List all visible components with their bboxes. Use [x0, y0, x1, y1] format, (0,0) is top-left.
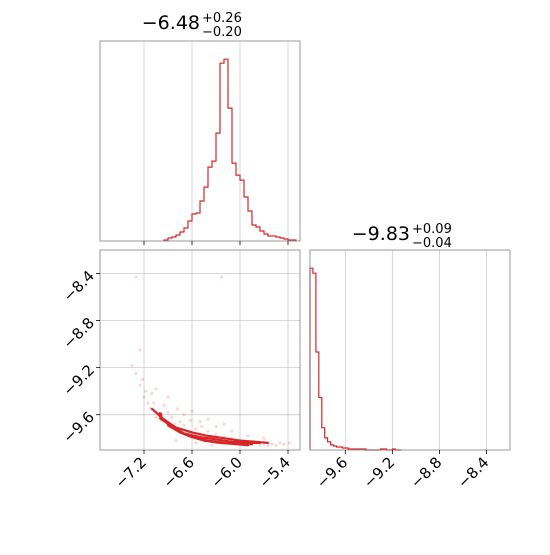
histogram-x-param — [163, 58, 297, 241]
panel-top-left-frame — [99, 40, 301, 242]
scatter-point — [230, 429, 234, 433]
scatter-point — [210, 443, 214, 447]
scatter-point — [190, 409, 194, 413]
panel-bottom-right-ticks — [344, 450, 487, 454]
scatter-point — [176, 407, 180, 411]
scatter-point — [206, 417, 210, 422]
scatter-point — [194, 427, 198, 431]
panel-bottom-left-frame — [99, 249, 301, 451]
scatter-point — [288, 441, 292, 445]
scatter-point — [170, 415, 174, 419]
scatter-point — [138, 383, 142, 387]
scatter-point — [178, 420, 182, 424]
scatter-point — [282, 442, 286, 446]
panel-bottom-left-grid — [100, 250, 300, 450]
scatter-point — [154, 415, 158, 419]
scatter-point — [188, 418, 192, 423]
scatter-point — [194, 441, 198, 445]
panel-top-left-ticks — [143, 241, 289, 245]
title-x-param-median: −6.48 — [142, 12, 200, 34]
scatter-point — [130, 363, 134, 367]
scatter-point — [152, 401, 156, 405]
panel-top-left-grid — [143, 41, 289, 241]
scatter-point — [198, 420, 202, 424]
panel-bottom-right-grid — [344, 250, 487, 450]
panel-top-left: −6.48 +0.26 −0.20 — [99, 11, 301, 245]
scatter-point — [278, 441, 282, 445]
title-y-param-median: −9.83 — [352, 223, 410, 245]
panel-bottom-right-frame — [309, 249, 511, 451]
scatter-point — [270, 442, 274, 446]
scatter-point — [134, 371, 138, 376]
title-x-param-upper: +0.26 — [202, 11, 242, 26]
scatter-point — [266, 443, 270, 447]
scatter-point — [166, 410, 170, 414]
density-contours — [150, 407, 270, 447]
scatter-point — [146, 401, 150, 405]
scatter-point — [182, 413, 186, 417]
scatter-point — [214, 433, 218, 437]
scatter-point — [174, 438, 178, 443]
scatter-point — [134, 275, 138, 279]
scatter-point — [138, 348, 142, 352]
title-x-param-lower: −0.20 — [202, 25, 242, 40]
scatter-point — [274, 443, 278, 447]
scatter-point — [144, 389, 148, 393]
contour-line — [178, 431, 250, 447]
scatter-point — [246, 434, 250, 438]
scatter-point — [200, 424, 204, 429]
scatter-point — [206, 429, 210, 433]
scatter-point — [262, 436, 266, 440]
scatter-point — [214, 424, 218, 429]
title-y-param-upper: +0.09 — [412, 222, 452, 237]
scatter-point — [166, 395, 170, 399]
scatter-point — [148, 407, 152, 411]
density-peak-marker — [157, 412, 163, 418]
scatter-point — [140, 377, 144, 382]
contour-line — [150, 407, 270, 444]
scatter-point — [162, 403, 166, 407]
panel-bottom-left-ticks — [96, 273, 289, 454]
scatter-point — [222, 422, 226, 426]
scatter-point — [220, 275, 224, 279]
scatter-point — [150, 391, 154, 396]
histogram-y-param — [309, 267, 402, 451]
scatter-point — [182, 423, 186, 427]
scatter-point — [142, 395, 146, 399]
panel-bottom-right: −9.6 −9.2 −8.8 −8.4 −9.83 +0.09 −0.04 — [309, 222, 511, 492]
scatter-point — [154, 387, 158, 391]
scatter-point — [258, 443, 262, 447]
title-y-param-lower: −0.04 — [412, 236, 452, 251]
